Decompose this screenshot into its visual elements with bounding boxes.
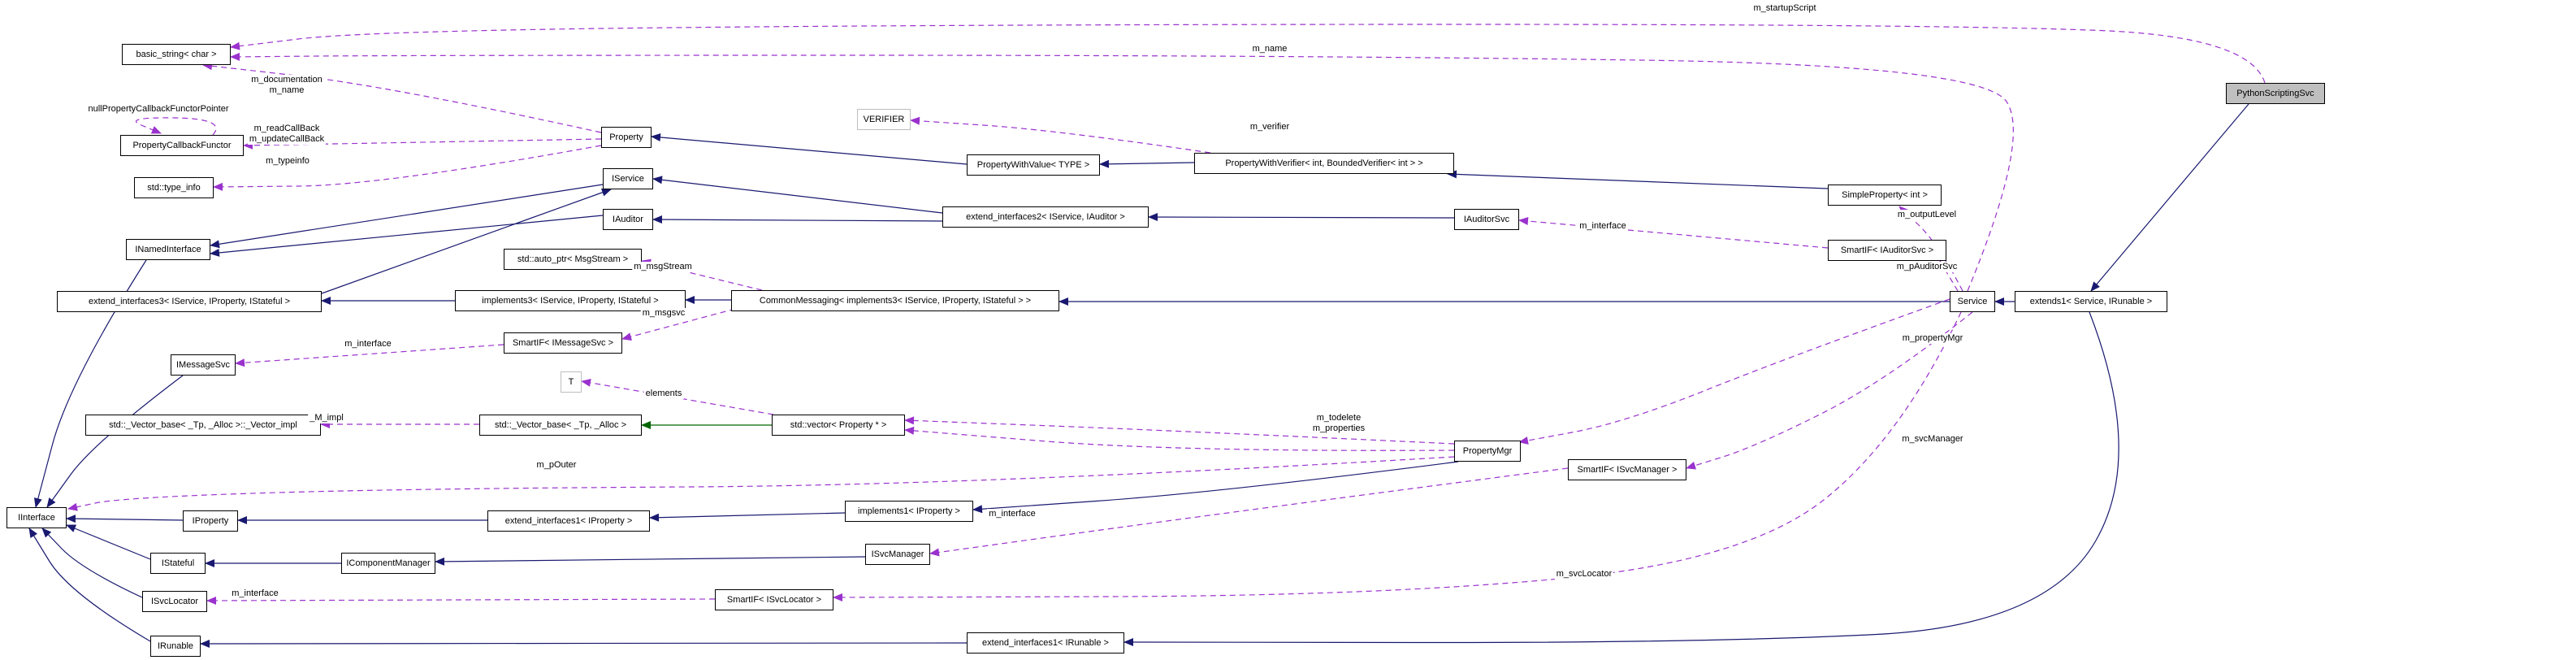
node-imessagesvc[interactable]: IMessageSvc <box>171 354 236 376</box>
label-m-readcallback-m-updatecallback: m_readCallBack m_updateCallBack <box>247 124 327 145</box>
label-m-documentation-m-name: m_documentation m_name <box>249 75 324 96</box>
label-m-msgstream: m_msgStream <box>632 262 694 272</box>
edge-extendinterfaces3-to-iservice <box>321 189 612 294</box>
node-verifier-param: VERIFIER <box>857 109 911 130</box>
node-iproperty[interactable]: IProperty <box>183 510 238 532</box>
edge-irunable-to-iinterface <box>28 528 151 642</box>
node-simpleproperty-int[interactable]: SimpleProperty< int > <box>1828 185 1942 206</box>
edge-m-interface-isvclocator <box>206 596 716 605</box>
node-isvcmanager[interactable]: ISvcManager <box>865 544 930 565</box>
node-service[interactable]: Service <box>1950 291 1995 312</box>
label-m-impl: _M_impl <box>308 413 345 423</box>
edge-extendinterfaces1-irunable-to-irunable <box>200 639 968 648</box>
edge-isvclocator-to-iinterface <box>41 528 143 598</box>
node-propertymgr[interactable]: PropertyMgr <box>1454 441 1521 462</box>
edge-m-svcmanager <box>1686 311 1973 470</box>
edge-propertymgr-to-implements1 <box>972 461 1459 514</box>
node-iauditorsvc[interactable]: IAuditorSvc <box>1454 209 1519 230</box>
node-smartif-isvcmanager[interactable]: SmartIF< ISvcManager > <box>1568 459 1686 480</box>
edge-m-verifier <box>910 116 1211 154</box>
node-smartif-isvclocator[interactable]: SmartIF< ISvcLocator > <box>715 589 833 610</box>
node-inamedinterface[interactable]: INamedInterface <box>126 239 210 260</box>
node-extend-interfaces3[interactable]: extend_interfaces3< IService, IProperty,… <box>57 291 322 312</box>
edge-iproperty-to-iinterface <box>66 515 184 523</box>
label-m-svcmanager: m_svcManager <box>1900 434 1965 445</box>
node-smartif-imessagesvc[interactable]: SmartIF< IMessageSvc > <box>504 332 622 354</box>
edge-imessagesvc-to-iinterface <box>46 375 184 508</box>
label-m-interface-iauditorsvc: m_interface <box>1578 221 1628 232</box>
edge-m-svclocator <box>833 311 1962 601</box>
node-implements3[interactable]: implements3< IService, IProperty, IState… <box>455 290 686 311</box>
label-m-name-service: m_name <box>1250 44 1289 54</box>
edge-pythonscriptingsvc-to-extends1 <box>2090 103 2249 292</box>
node-vector-impl[interactable]: std::_Vector_base< _Tp, _Alloc >::_Vecto… <box>85 415 321 436</box>
label-m-interface-imessagesvc: m_interface <box>343 339 393 350</box>
label-m-outputlevel: m_outputLevel <box>1895 210 1959 220</box>
edge-iauditor-to-inamedinterface <box>210 215 604 257</box>
node-commonmessaging[interactable]: CommonMessaging< implements3< IService, … <box>731 290 1059 311</box>
label-elements: elements <box>643 389 684 399</box>
edge-iauditorsvc-to-extendinterfaces2 <box>1148 213 1455 222</box>
node-extend-interfaces1-iproperty[interactable]: extend_interfaces1< IProperty > <box>487 510 650 532</box>
label-m-propertymgr: m_propertyMgr <box>1900 333 1965 344</box>
edge-m-startupscript <box>230 24 2266 84</box>
edge-m-interface-isvcmanager <box>929 467 1569 557</box>
node-implements1-iproperty[interactable]: implements1< IProperty > <box>845 501 973 522</box>
label-m-interface-isvclocator: m_interface <box>230 588 280 599</box>
node-smartif-iauditorsvc[interactable]: SmartIF< IAuditorSvc > <box>1828 240 1946 261</box>
edge-m-pouter <box>67 456 1455 511</box>
edge-m-documentation-m-name <box>202 62 602 133</box>
label-m-msgsvc: m_msgsvc <box>640 308 687 319</box>
edge-m-todelete <box>904 416 1455 445</box>
edge-m-interface-iauditorsvc <box>1518 217 1829 249</box>
edge-istateful-to-iinterface <box>66 524 151 560</box>
edge-m-typeinfo <box>213 145 602 191</box>
node-t-param: T <box>561 371 582 393</box>
edge-extendinterfaces2-to-iauditor <box>652 215 943 224</box>
edge-elements <box>581 378 774 415</box>
node-istateful[interactable]: IStateful <box>150 553 206 574</box>
node-iauditor[interactable]: IAuditor <box>603 209 653 230</box>
edge-iservice-to-inamedinterface <box>210 184 604 249</box>
edge-propertywithvalue-to-property <box>651 132 968 165</box>
edge-m-name-service <box>230 52 2014 292</box>
node-basic-string-char[interactable]: basic_string< char > <box>122 44 231 65</box>
node-propertywithvalue[interactable]: PropertyWithValue< TYPE > <box>967 154 1100 176</box>
label-nullpropertycallbackfunctorpointer: nullPropertyCallbackFunctorPointer <box>86 104 231 115</box>
label-m-todelete-m-properties: m_todelete m_properties <box>1310 413 1367 434</box>
node-extend-interfaces2[interactable]: extend_interfaces2< IService, IAuditor > <box>942 206 1149 228</box>
node-property[interactable]: Property <box>601 127 652 148</box>
node-vector-base[interactable]: std::_Vector_base< _Tp, _Alloc > <box>479 415 642 436</box>
label-m-typeinfo: m_typeinfo <box>264 156 311 167</box>
node-pythonscriptingsvc: PythonScriptingSvc <box>2226 83 2325 104</box>
node-iservice[interactable]: IService <box>603 168 653 189</box>
node-irunable[interactable]: IRunable <box>150 636 201 657</box>
node-std-vector-property[interactable]: std::vector< Property * > <box>772 415 905 436</box>
edge-simpleproperty-to-propertywithverifier <box>1447 170 1829 189</box>
node-property-callback-functor[interactable]: PropertyCallbackFunctor <box>120 135 244 156</box>
edge-implements1-to-extendinterfaces1-iproperty <box>649 512 846 522</box>
label-m-pauditorsvc: m_pAuditorSvc <box>1894 262 1959 272</box>
label-m-interface-isvcmanager: m_interface <box>987 509 1037 519</box>
edge-m-propertymgr <box>1518 298 1950 445</box>
node-iinterface[interactable]: IInterface <box>6 507 67 528</box>
edge-nullpropertycallbackfunctorpointer-selfloop <box>136 117 217 136</box>
node-propertywithverifier[interactable]: PropertyWithVerifier< int, BoundedVerifi… <box>1194 153 1454 174</box>
edge-propertywithverifier-to-propertywithvalue <box>1099 159 1195 168</box>
edge-extends1-to-extendinterfaces1-irunable <box>1123 311 2119 647</box>
node-extend-interfaces1-irunable[interactable]: extend_interfaces1< IRunable > <box>967 632 1124 653</box>
edge-isvcmanager-to-icomponentmanager <box>435 556 866 566</box>
label-m-pouter: m_pOuter <box>535 460 578 471</box>
edge-extendinterfaces2-to-iservice <box>652 176 943 214</box>
label-m-startupscript: m_startupScript <box>1751 3 1818 14</box>
node-extends1[interactable]: extends1< Service, IRunable > <box>2015 291 2167 312</box>
node-std-type-info[interactable]: std::type_info <box>134 177 214 198</box>
node-std-auto-ptr-msgstream[interactable]: std::auto_ptr< MsgStream > <box>504 249 642 270</box>
label-m-svclocator: m_svcLocator <box>1554 569 1614 580</box>
node-icomponentmanager[interactable]: IComponentManager <box>341 553 435 574</box>
label-m-verifier: m_verifier <box>1248 122 1292 132</box>
node-isvclocator[interactable]: ISvcLocator <box>142 591 207 612</box>
edge-m-properties <box>904 426 1455 451</box>
